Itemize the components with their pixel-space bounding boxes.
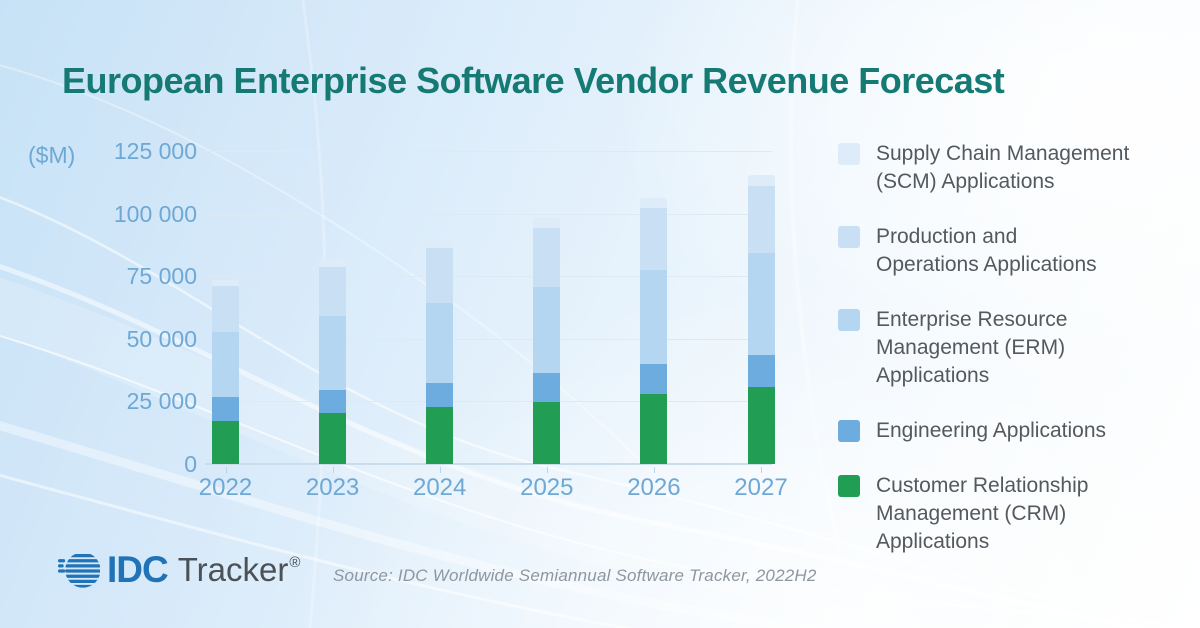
- bar-segment: [319, 316, 347, 390]
- bar-segment: [747, 386, 775, 464]
- y-axis-tick-label: 75 000: [126, 263, 197, 290]
- bar-segment: [747, 355, 775, 387]
- bar-segment: [319, 413, 347, 464]
- x-axis-tick: [653, 467, 655, 473]
- idc-logo-text: IDC: [107, 549, 169, 590]
- bar-segment: [319, 389, 347, 414]
- legend-item: Supply Chain Management (SCM) Applicatio…: [838, 140, 1168, 196]
- tracker-logo-text: Tracker®: [177, 551, 301, 588]
- bar-segment: [426, 382, 454, 407]
- bar-segment: [640, 270, 668, 365]
- bar-segment: [640, 393, 668, 464]
- gridline: [205, 276, 772, 278]
- chart-title: European Enterprise Software Vendor Reve…: [62, 60, 1005, 101]
- x-axis-label: 2027: [734, 474, 788, 501]
- idc-tracker-logo: IDC Tracker®: [58, 548, 300, 592]
- idc-globe-icon: [58, 553, 100, 588]
- y-axis-tick-label: 100 000: [113, 200, 197, 227]
- y-axis-tick-label: 50 000: [126, 325, 197, 352]
- x-axis-tick: [225, 467, 227, 473]
- bar-segment: [319, 267, 347, 317]
- legend-label: Engineering Applications: [876, 419, 1106, 442]
- bar-segment: [533, 218, 561, 229]
- x-axis-label: 2022: [198, 474, 253, 501]
- chart-legend: Supply Chain Management (SCM) Applicatio…: [838, 140, 1168, 556]
- bar-segment: [747, 174, 775, 186]
- legend-item: Customer Relationship Management (CRM) A…: [838, 472, 1168, 556]
- bar-segment: [212, 420, 239, 464]
- bar-segment: [426, 406, 454, 464]
- y-axis-tick-label: 125 000: [113, 138, 197, 164]
- legend-color-swatch: [838, 143, 860, 165]
- legend-color-swatch: [838, 475, 860, 497]
- bar-segment: [533, 373, 561, 402]
- legend-label: Production and Operations Applications: [876, 225, 1097, 276]
- y-axis-tick-labels: 0 25 000 50 000 75 000 100 000 125 000: [60, 138, 197, 477]
- legend-label: Enterprise Resource Management (ERM) App…: [876, 308, 1068, 387]
- legend-color-swatch: [838, 226, 860, 248]
- stacked-bar-2026: [640, 198, 668, 464]
- bar-segment: [212, 397, 239, 421]
- stacked-bar-2027: [747, 174, 775, 464]
- x-axis-tick: [546, 467, 548, 473]
- bar-segment: [426, 247, 454, 303]
- legend-color-swatch: [838, 420, 860, 442]
- x-axis-line: [205, 463, 772, 465]
- legend-item: Production and Operations Applications: [838, 223, 1168, 279]
- registered-trademark-symbol: ®: [289, 554, 301, 571]
- bar-segment: [319, 258, 347, 268]
- x-axis-label: 2026: [627, 474, 681, 501]
- stacked-bar-2024: [426, 241, 454, 464]
- x-axis-label: 2024: [412, 474, 467, 501]
- stacked-bar-2023: [319, 258, 347, 464]
- bar-segment: [533, 287, 561, 374]
- source-attribution: Source: IDC Worldwide Semiannual Softwar…: [333, 566, 817, 585]
- bar-segment: [426, 302, 454, 383]
- bar-segment: [212, 331, 239, 398]
- stacked-bar-2022: [212, 280, 239, 464]
- bar-segment: [533, 401, 561, 464]
- y-axis-tick-label: 0: [184, 451, 197, 477]
- bar-segment: [640, 208, 668, 271]
- legend-item: Enterprise Resource Management (ERM) App…: [838, 306, 1168, 390]
- y-axis-unit-label: ($M): [28, 142, 76, 168]
- x-axis-label: 2025: [520, 474, 574, 501]
- gridline: [205, 213, 772, 215]
- x-axis-label: 2023: [305, 474, 360, 501]
- gridline: [205, 401, 772, 403]
- bar-segment: [747, 185, 775, 253]
- legend-color-swatch: [838, 309, 860, 331]
- plot-area: 2022 2023 2024 2025 2026 2027: [199, 151, 788, 501]
- x-axis-tick: [439, 467, 441, 473]
- bar-segment: [747, 252, 775, 356]
- bar-segment: [212, 286, 239, 332]
- legend-item: Engineering Applications: [838, 417, 1168, 445]
- x-axis-tick: [761, 467, 762, 473]
- gridline: [205, 151, 772, 152]
- bar-segment: [640, 198, 668, 209]
- bar-segment: [533, 228, 561, 288]
- stacked-bar-2025: [533, 218, 561, 464]
- y-axis-tick-label: 25 000: [126, 388, 197, 415]
- gridline: [205, 338, 772, 340]
- bar-segment: [212, 280, 239, 286]
- legend-label: Customer Relationship Management (CRM) A…: [876, 474, 1089, 553]
- bar-segment: [640, 364, 668, 394]
- legend-label: Supply Chain Management (SCM) Applicatio…: [876, 142, 1130, 193]
- x-axis-tick: [332, 467, 334, 473]
- bar-segment: [426, 241, 454, 248]
